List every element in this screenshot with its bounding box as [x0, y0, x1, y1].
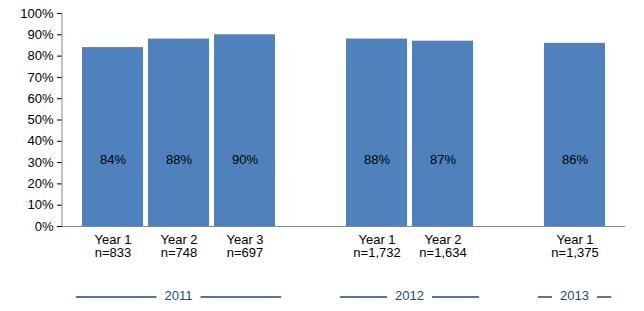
- svg-text:90%: 90%: [27, 27, 53, 42]
- svg-text:80%: 80%: [27, 48, 53, 63]
- svg-text:90%: 90%: [232, 152, 258, 167]
- svg-text:100%: 100%: [20, 6, 54, 21]
- svg-text:40%: 40%: [27, 133, 53, 148]
- svg-text:60%: 60%: [27, 91, 53, 106]
- svg-text:0%: 0%: [35, 219, 54, 234]
- svg-text:Year 2n=1,634: Year 2n=1,634: [419, 232, 466, 260]
- svg-text:50%: 50%: [27, 112, 53, 127]
- svg-text:2011: 2011: [165, 288, 193, 303]
- svg-text:87%: 87%: [430, 152, 456, 167]
- svg-text:Year 1n=1,375: Year 1n=1,375: [551, 232, 598, 260]
- svg-text:Year 2n=748: Year 2n=748: [160, 232, 197, 260]
- svg-text:Year 1n=833: Year 1n=833: [94, 232, 131, 260]
- svg-text:86%: 86%: [562, 152, 588, 167]
- svg-text:88%: 88%: [364, 152, 390, 167]
- svg-text:Year 3n=697: Year 3n=697: [226, 232, 263, 260]
- svg-text:88%: 88%: [166, 152, 192, 167]
- svg-text:70%: 70%: [27, 70, 53, 85]
- svg-text:Year 1n=1,732: Year 1n=1,732: [353, 232, 400, 260]
- svg-text:2013: 2013: [560, 288, 589, 303]
- svg-text:30%: 30%: [27, 155, 53, 170]
- svg-text:20%: 20%: [27, 176, 53, 191]
- svg-text:10%: 10%: [27, 197, 53, 212]
- svg-text:2012: 2012: [395, 288, 424, 303]
- svg-text:84%: 84%: [100, 152, 126, 167]
